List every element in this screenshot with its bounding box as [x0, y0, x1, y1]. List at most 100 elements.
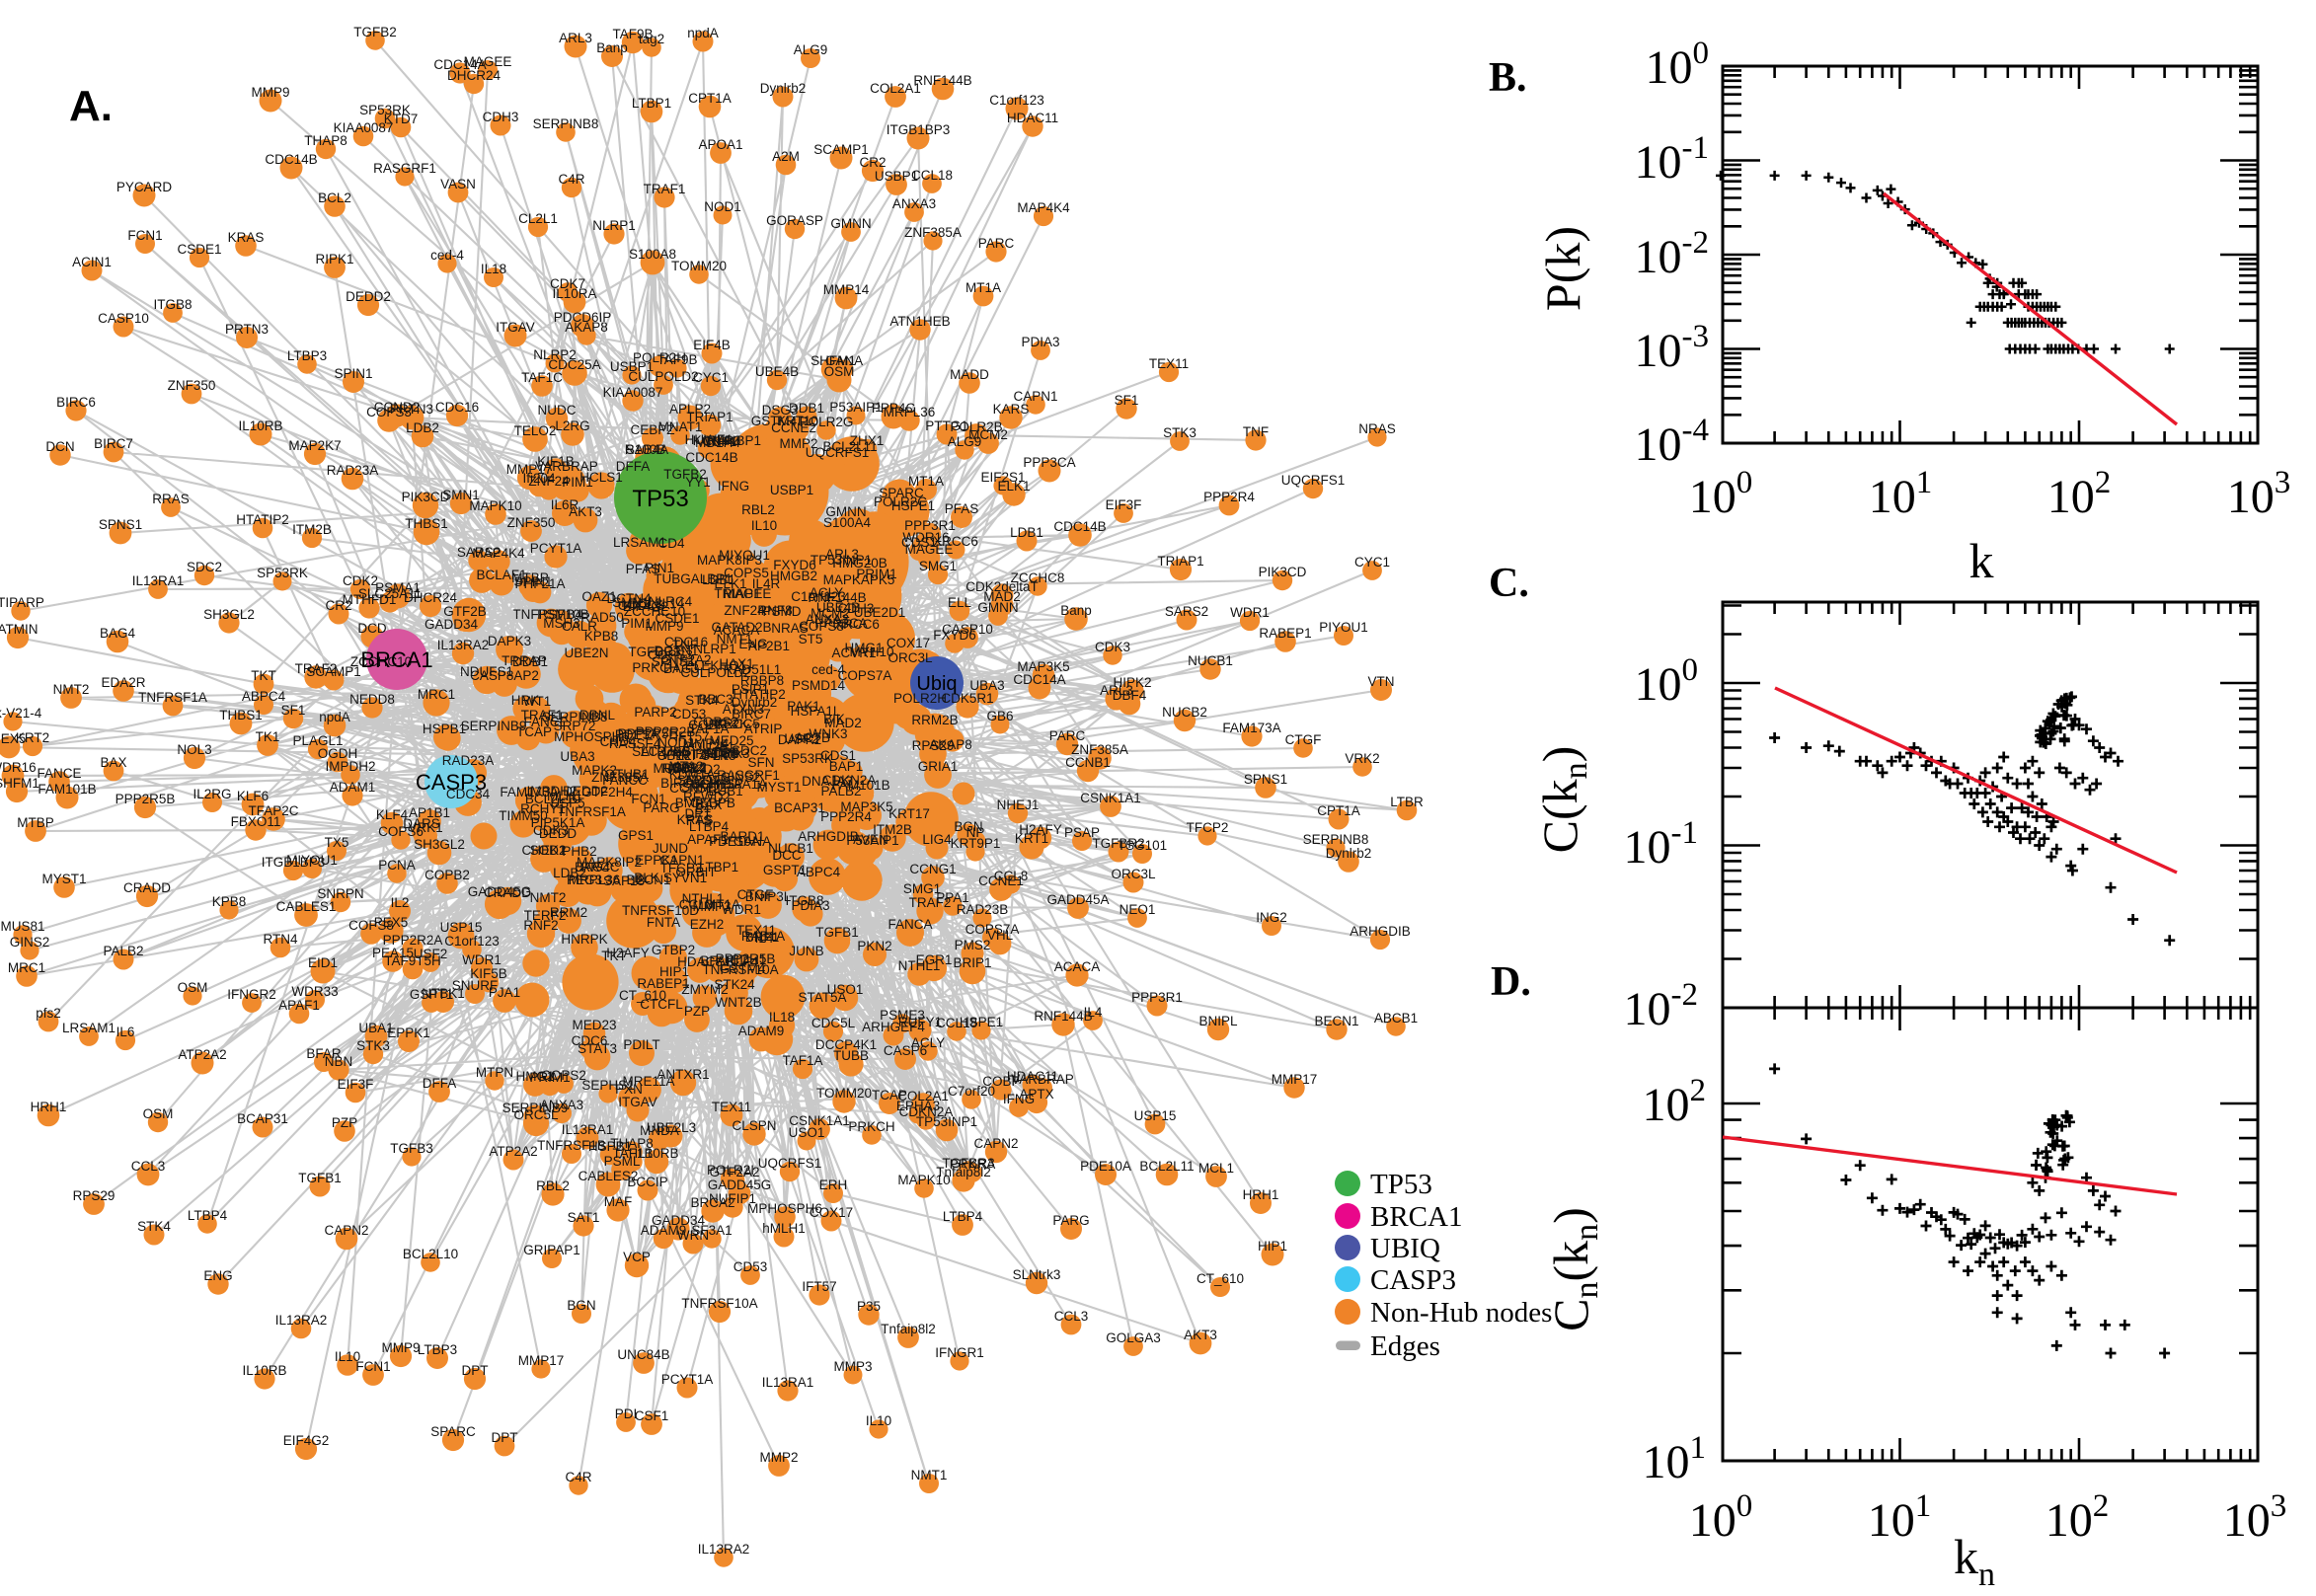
svg-text:AKT3: AKT3 [1184, 1328, 1217, 1342]
svg-text:RANBP1: RANBP1 [708, 433, 761, 448]
svg-text:KDM1A: KDM1A [669, 767, 716, 782]
svg-text:HDAC8: HDAC8 [677, 954, 723, 969]
svg-text:RNF8: RNF8 [757, 603, 792, 618]
svg-text:PPP2R2A: PPP2R2A [383, 933, 443, 948]
svg-text:SPIN1: SPIN1 [334, 366, 372, 381]
svg-text:SPNS1: SPNS1 [1244, 772, 1287, 787]
svg-text:IL2RG: IL2RG [193, 787, 231, 801]
svg-text:ITGB8: ITGB8 [153, 297, 192, 312]
svg-text:TNFRSF1A: TNFRSF1A [138, 690, 207, 705]
svg-text:PCYT1A: PCYT1A [530, 541, 582, 556]
svg-text:ITM2B: ITM2B [292, 522, 332, 537]
svg-text:BFAR: BFAR [700, 953, 735, 968]
svg-text:EIF4B: EIF4B [693, 338, 731, 352]
svg-text:NLRP1: NLRP1 [592, 218, 636, 233]
svg-text:MMP14: MMP14 [823, 282, 870, 297]
svg-text:STK3: STK3 [1163, 425, 1197, 440]
svg-text:HMG1: HMG1 [844, 641, 883, 655]
svg-text:C(kn): C(kn) [1532, 746, 1594, 854]
svg-text:EID1: EID1 [308, 955, 338, 970]
svg-text:PSAP: PSAP [1064, 825, 1100, 840]
svg-text:PFAS: PFAS [945, 501, 979, 516]
svg-text:ARL3: ARL3 [559, 31, 592, 45]
svg-text:BNIP3L: BNIP3L [745, 889, 792, 904]
svg-text:TOMM20: TOMM20 [816, 1086, 872, 1101]
svg-text:TFAP2C: TFAP2C [248, 803, 298, 818]
svg-text:BCL2L10: BCL2L10 [525, 792, 580, 806]
svg-text:LRSAM1: LRSAM1 [62, 1021, 116, 1035]
svg-text:SPNS1: SPNS1 [652, 654, 695, 669]
svg-text:NP: NP [966, 825, 985, 840]
svg-text:NMT2: NMT2 [530, 890, 567, 905]
svg-text:IL18: IL18 [481, 262, 506, 276]
svg-text:MRC1: MRC1 [418, 687, 455, 702]
svg-text:DDB1: DDB1 [512, 654, 548, 669]
svg-text:GTF2A2: GTF2A2 [660, 652, 711, 667]
svg-text:PDIA3: PDIA3 [1021, 335, 1059, 349]
svg-text:AKT3: AKT3 [569, 504, 602, 519]
svg-text:RPS29: RPS29 [73, 1188, 116, 1203]
svg-text:ZNF24: ZNF24 [724, 603, 765, 618]
svg-text:SMN1: SMN1 [612, 595, 650, 610]
svg-text:ITGAV: ITGAV [496, 320, 535, 335]
svg-text:HDAC11: HDAC11 [1007, 111, 1058, 125]
svg-text:ENG: ENG [203, 1268, 232, 1283]
svg-text:ced-4: ced-4 [811, 662, 845, 677]
svg-text:KTD7: KTD7 [384, 112, 419, 126]
svg-text:SF3A1: SF3A1 [691, 1223, 732, 1238]
svg-text:TEX11: TEX11 [1149, 356, 1189, 371]
svg-text:PZP: PZP [684, 1004, 710, 1019]
svg-text:CCND2: CCND2 [374, 400, 421, 415]
svg-text:EIF4G2: EIF4G2 [283, 1433, 330, 1448]
svg-text:CDC14B: CDC14B [1053, 519, 1106, 534]
svg-text:KIAA0087: KIAA0087 [603, 385, 663, 400]
svg-text:CDC14B: CDC14B [265, 152, 317, 167]
svg-text:CD4: CD4 [657, 536, 684, 551]
svg-text:GOLGA3: GOLGA3 [1106, 1330, 1161, 1345]
svg-text:DBF4: DBF4 [1113, 688, 1147, 703]
svg-text:TP53INP1: TP53INP1 [811, 553, 872, 568]
svg-text:IFNGR1: IFNGR1 [935, 1345, 984, 1360]
svg-text:PDE10A: PDE10A [1080, 1159, 1131, 1174]
svg-text:UQCRFS1: UQCRFS1 [758, 1156, 822, 1171]
svg-text:RTN4: RTN4 [263, 932, 298, 947]
svg-text:UBE2L3: UBE2L3 [647, 1120, 696, 1135]
svg-text:GINS2: GINS2 [10, 935, 50, 950]
svg-text:BIK: BIK [823, 712, 845, 726]
svg-text:Dynlrb2: Dynlrb2 [1326, 846, 1372, 861]
svg-text:PTTG1: PTTG1 [695, 746, 738, 761]
svg-text:USP15: USP15 [1134, 1108, 1177, 1123]
svg-text:SFN: SFN [748, 755, 775, 770]
svg-text:CDC16: CDC16 [664, 635, 708, 649]
svg-text:FCN1: FCN1 [127, 228, 162, 243]
svg-text:SDC2: SDC2 [187, 560, 222, 574]
svg-text:ATN1HEB: ATN1HEB [889, 314, 950, 329]
svg-text:tag2: tag2 [639, 32, 664, 46]
svg-text:MED23: MED23 [572, 1018, 616, 1032]
svg-text:CD53: CD53 [733, 1259, 768, 1274]
svg-text:DAPK3: DAPK3 [488, 634, 531, 648]
svg-text:LTBP4: LTBP4 [689, 819, 730, 834]
svg-text:PZP: PZP [332, 1115, 357, 1130]
svg-text:SF1: SF1 [1115, 393, 1139, 408]
svg-text:P(k): P(k) [1535, 226, 1590, 311]
svg-text:IL13RA1: IL13RA1 [762, 1375, 814, 1390]
svg-text:SARS2: SARS2 [457, 545, 501, 560]
svg-text:CLSPN: CLSPN [732, 1118, 776, 1133]
svg-text:FXYD6: FXYD6 [933, 628, 976, 643]
svg-text:SP53RK: SP53RK [782, 751, 833, 766]
svg-text:NEDD8: NEDD8 [349, 692, 395, 707]
svg-text:ELL: ELL [948, 595, 972, 610]
svg-text:IL6R: IL6R [551, 497, 579, 512]
svg-text:CCL18: CCL18 [911, 168, 953, 183]
svg-text:CSDE1: CSDE1 [177, 242, 221, 257]
svg-text:CAPN1: CAPN1 [1013, 389, 1057, 404]
svg-text:GTF2H4: GTF2H4 [581, 785, 633, 799]
svg-text:DEDD2: DEDD2 [563, 784, 608, 798]
svg-text:C.: C. [1489, 561, 1529, 606]
svg-text:TGFB1: TGFB1 [815, 925, 859, 940]
svg-text:ST5: ST5 [799, 632, 823, 646]
svg-text:SLC27A6: SLC27A6 [632, 744, 689, 759]
svg-text:VCP: VCP [623, 1250, 651, 1264]
svg-text:ZNF385A: ZNF385A [904, 225, 962, 240]
